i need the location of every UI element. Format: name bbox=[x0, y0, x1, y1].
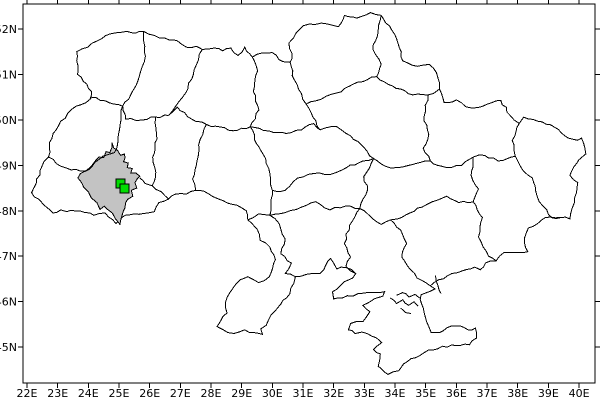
oblast-boundary-line bbox=[390, 219, 431, 287]
y-tick-label: 52N bbox=[0, 23, 17, 36]
x-tick-label: 35E bbox=[415, 387, 436, 400]
y-tick-label: 49N bbox=[0, 159, 17, 172]
water-detail-line bbox=[396, 292, 420, 299]
oblast-boundary-line bbox=[422, 94, 431, 161]
oblast-boundary-line bbox=[250, 122, 321, 135]
y-tick-label: 51N bbox=[0, 68, 17, 81]
oblast-boundary-line bbox=[122, 31, 146, 107]
x-tick-label: 32E bbox=[323, 387, 344, 400]
x-tick-label: 31E bbox=[293, 387, 314, 400]
y-axis: 45N 46N 47N 48N 49N 50N 51N 52N bbox=[0, 23, 600, 354]
oblast-boundary-line bbox=[382, 291, 386, 297]
oblast-boundary-line bbox=[376, 76, 429, 96]
oblast-boundary-line bbox=[249, 126, 273, 191]
y-tick-label: 45N bbox=[0, 341, 17, 354]
map-layers bbox=[31, 12, 587, 375]
oblast-boundary-line bbox=[359, 208, 391, 225]
oblast-boundary-line bbox=[192, 124, 207, 191]
x-tick-label: 22E bbox=[17, 387, 38, 400]
oblast-boundary-line bbox=[343, 208, 361, 274]
highlighted-region bbox=[77, 142, 141, 226]
x-tick-label: 23E bbox=[47, 387, 68, 400]
y-tick-label: 47N bbox=[0, 250, 17, 263]
oblast-boundary-line bbox=[473, 154, 516, 162]
x-tick-label: 29E bbox=[231, 387, 252, 400]
x-tick-label: 28E bbox=[201, 387, 222, 400]
x-tick-label: 25E bbox=[109, 387, 130, 400]
oblast-boundary-line bbox=[48, 156, 86, 172]
oblast-boundary-line bbox=[319, 126, 374, 159]
x-tick-label: 33E bbox=[354, 387, 375, 400]
oblast-boundary-line bbox=[113, 106, 124, 153]
y-tick-label: 48N bbox=[0, 205, 17, 218]
oblast-boundary-line bbox=[373, 158, 431, 169]
water-detail-line bbox=[390, 297, 419, 307]
oblast-boundary-line bbox=[139, 177, 153, 187]
x-tick-label: 24E bbox=[78, 387, 99, 400]
x-tick-label: 34E bbox=[385, 387, 406, 400]
water-detail-line bbox=[400, 307, 412, 314]
water-detail-line bbox=[435, 275, 442, 294]
oblast-boundary-line bbox=[151, 185, 170, 200]
oblast-boundary-line bbox=[269, 190, 273, 216]
oblast-boundary-line bbox=[429, 156, 474, 169]
x-axis: 22E 23E 24E 25E 26E 27E 28E 29E 30E 31E 32E 33E 34E 3… bbox=[17, 0, 590, 400]
oblast-boundary-line bbox=[514, 155, 561, 220]
oblast-boundary-line bbox=[269, 214, 296, 278]
oblast-boundary-line bbox=[305, 103, 321, 131]
x-tick-label: 40E bbox=[569, 387, 590, 400]
oblast-boundary-line bbox=[85, 152, 115, 172]
oblast-boundary-line bbox=[359, 158, 375, 209]
y-tick-label: 46N bbox=[0, 296, 17, 309]
axes-border bbox=[22, 3, 596, 384]
x-tick-label: 27E bbox=[170, 387, 191, 400]
oblast-boundary-line bbox=[151, 117, 158, 187]
oblast-boundary-line bbox=[247, 213, 270, 221]
x-tick-label: 30E bbox=[262, 387, 283, 400]
x-tick-label: 26E bbox=[139, 387, 160, 400]
x-tick-label: 39E bbox=[538, 387, 559, 400]
oblast-boundary-line bbox=[372, 15, 382, 77]
y-tick-label: 50N bbox=[0, 114, 17, 127]
oblast-boundary-line bbox=[470, 157, 480, 202]
oblast-boundary-line bbox=[168, 106, 207, 125]
x-tick-label: 36E bbox=[446, 387, 467, 400]
data-markers bbox=[115, 178, 130, 194]
country-outline bbox=[31, 12, 587, 375]
x-tick-label: 37E bbox=[477, 387, 498, 400]
oblast-boundary-line bbox=[390, 195, 474, 221]
oblast-boundary-line bbox=[89, 96, 123, 107]
oblast-boundary-line bbox=[269, 201, 360, 216]
oblast-boundaries bbox=[48, 15, 561, 297]
oblast-boundary-line bbox=[472, 201, 497, 262]
data-marker-square bbox=[119, 183, 130, 194]
water-detail bbox=[390, 275, 442, 314]
oblast-boundary-line bbox=[206, 123, 251, 132]
x-tick-label: 38E bbox=[507, 387, 528, 400]
oblast-boundary-line bbox=[289, 62, 307, 105]
oblast-boundary-line bbox=[168, 49, 203, 116]
oblast-boundary-line bbox=[305, 76, 377, 105]
oblast-boundary-line bbox=[272, 158, 374, 192]
oblast-boundary-line bbox=[122, 106, 169, 122]
oblast-boundary-line bbox=[249, 56, 260, 127]
oblast-boundary-line bbox=[511, 123, 520, 157]
oblast-boundary-line bbox=[428, 88, 440, 96]
